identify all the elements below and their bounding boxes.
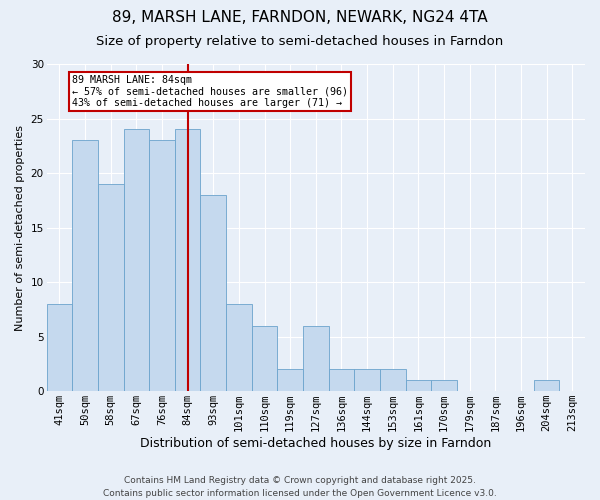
Bar [72,140,98,391]
Text: Contains HM Land Registry data © Crown copyright and database right 2025.
Contai: Contains HM Land Registry data © Crown c… [103,476,497,498]
Y-axis label: Number of semi-detached properties: Number of semi-detached properties [15,124,25,330]
X-axis label: Distribution of semi-detached houses by size in Farndon: Distribution of semi-detached houses by … [140,437,491,450]
Bar [124,130,149,391]
Bar [226,304,251,391]
Bar [431,380,457,391]
Text: 89, MARSH LANE, FARNDON, NEWARK, NG24 4TA: 89, MARSH LANE, FARNDON, NEWARK, NG24 4T… [112,10,488,25]
Text: Size of property relative to semi-detached houses in Farndon: Size of property relative to semi-detach… [97,35,503,48]
Bar [251,326,277,391]
Bar [406,380,431,391]
Bar [277,370,303,391]
Text: 89 MARSH LANE: 84sqm
← 57% of semi-detached houses are smaller (96)
43% of semi-: 89 MARSH LANE: 84sqm ← 57% of semi-detac… [72,75,348,108]
Bar [47,304,72,391]
Bar [98,184,124,391]
Bar [200,195,226,391]
Bar [380,370,406,391]
Bar [303,326,329,391]
Bar [175,130,200,391]
Bar [534,380,559,391]
Bar [149,140,175,391]
Bar [354,370,380,391]
Bar [329,370,354,391]
